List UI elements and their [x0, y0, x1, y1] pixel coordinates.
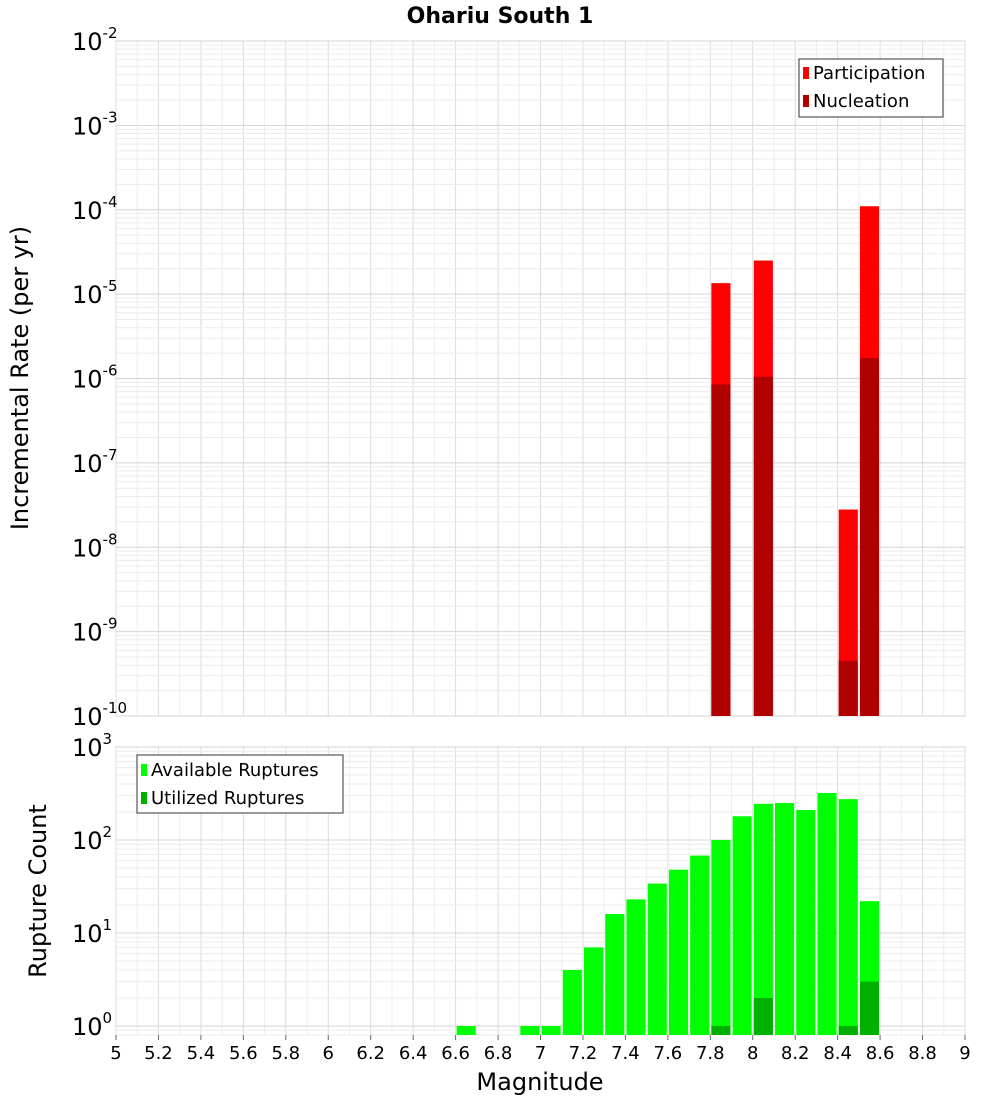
x-axis-label: Magnitude [476, 1068, 603, 1096]
available-ruptures-bar [732, 816, 752, 1035]
rate-legend-box [798, 58, 944, 118]
count-legend: Available Ruptures Utilized Ruptures [136, 754, 344, 814]
utilized-legend-label: Utilized Ruptures [151, 788, 304, 809]
x-tick-label: 8.8 [908, 1043, 937, 1064]
utilized-ruptures-bar [838, 1025, 858, 1035]
count-legend-box [136, 754, 344, 814]
available-ruptures-bar [647, 883, 667, 1035]
rate-gridlines [115, 40, 966, 717]
x-tick-label: 6.4 [399, 1043, 428, 1064]
count-bars [456, 793, 880, 1035]
x-tick-label: 8.2 [781, 1043, 810, 1064]
x-tick-label: 8.4 [823, 1043, 852, 1064]
count-y-tick-label: 100 [72, 1009, 112, 1041]
x-tick-label: 7.2 [569, 1043, 598, 1064]
x-tick-label: 5.2 [144, 1043, 173, 1064]
utilized-legend-swatch [141, 792, 147, 804]
rate-y-tick-label: 10-7 [72, 446, 118, 478]
x-tick-label: 6.2 [356, 1043, 385, 1064]
nucleation-legend-swatch [803, 95, 809, 107]
count-y-tick-label: 101 [72, 916, 112, 948]
rate-y-tick-label: 10-8 [72, 530, 118, 562]
available-legend-label: Available Ruptures [151, 760, 319, 781]
utilized-ruptures-bar [859, 981, 880, 1035]
nucleation-legend-label: Nucleation [813, 91, 909, 112]
x-tick-label: 7 [535, 1043, 546, 1064]
participation-legend-label: Participation [813, 63, 925, 84]
nucleation-bar [838, 660, 858, 716]
available-ruptures-bar [605, 914, 625, 1035]
count-y-tick-labels: 100 101 102 103 [72, 730, 112, 1041]
participation-legend-swatch [803, 67, 809, 79]
available-ruptures-bar [690, 855, 710, 1035]
x-tick-label: 8 [747, 1043, 758, 1064]
available-ruptures-bar [796, 810, 816, 1035]
nucleation-bar [859, 357, 880, 716]
count-panel: 100 101 102 103 5 5.2 5.4 5.6 5.8 6 6.2 6.4 6.6 6.8 7… [24, 730, 971, 1096]
x-tick-label: 6.8 [484, 1043, 513, 1064]
rate-legend: Participation Nucleation [798, 58, 944, 118]
x-tick-label: 7.4 [611, 1043, 640, 1064]
x-tick-label: 7.8 [696, 1043, 725, 1064]
x-tick-label: 6 [323, 1043, 334, 1064]
rate-y-tick-label: 10-10 [72, 699, 127, 731]
count-y-axis-label: Rupture Count [24, 804, 52, 978]
available-legend-swatch [141, 764, 147, 776]
rate-y-tick-label: 10-4 [72, 193, 118, 225]
available-ruptures-bar [775, 802, 795, 1035]
available-ruptures-bar [753, 803, 773, 1035]
x-tick-label: 7.6 [654, 1043, 683, 1064]
rate-y-axis-label: Incremental Rate (per yr) [6, 226, 34, 530]
rate-y-tick-label: 10-5 [72, 277, 118, 309]
x-tick-label: 5.8 [271, 1043, 300, 1064]
nucleation-bar [753, 376, 773, 716]
count-y-tick-label: 103 [72, 730, 112, 762]
x-tick-label: 5.4 [187, 1043, 216, 1064]
rate-y-tick-label: 10-2 [72, 24, 118, 56]
available-ruptures-bar [456, 1025, 476, 1035]
available-ruptures-bar [668, 869, 689, 1035]
available-ruptures-bar [626, 899, 646, 1035]
rate-bars [711, 206, 880, 716]
available-ruptures-bar [584, 947, 604, 1035]
nucleation-bar [711, 384, 731, 716]
x-tick-label: 9 [959, 1043, 970, 1064]
available-ruptures-bar [541, 1025, 561, 1035]
rate-y-tick-label: 10-9 [72, 615, 118, 647]
rate-y-tick-label: 10-6 [72, 362, 118, 394]
x-tick-label: 5 [110, 1043, 121, 1064]
rate-panel: 10-10 10-9 10-8 10-7 10-6 10-5 10-4 10-3 10-2 In… [6, 24, 966, 731]
available-ruptures-bar [817, 793, 837, 1035]
utilized-ruptures-bar [753, 997, 773, 1035]
rate-y-tick-label: 10-3 [72, 108, 118, 140]
chart-title: Ohariu South 1 [407, 4, 594, 29]
count-y-tick-label: 102 [72, 823, 112, 855]
available-ruptures-bar [838, 799, 858, 1035]
x-tick-label: 6.6 [441, 1043, 470, 1064]
x-tick-label: 5.6 [229, 1043, 258, 1064]
available-ruptures-bar [520, 1025, 540, 1035]
available-ruptures-bar [711, 839, 731, 1035]
available-ruptures-bar [562, 969, 582, 1035]
x-tick-label: 8.6 [866, 1043, 895, 1064]
utilized-ruptures-bar [711, 1025, 731, 1035]
magnitude-tick-labels: 5 5.2 5.4 5.6 5.8 6 6.2 6.4 6.6 6.8 7 7.2 7.4 7.6 7.8 8… [110, 1035, 971, 1064]
